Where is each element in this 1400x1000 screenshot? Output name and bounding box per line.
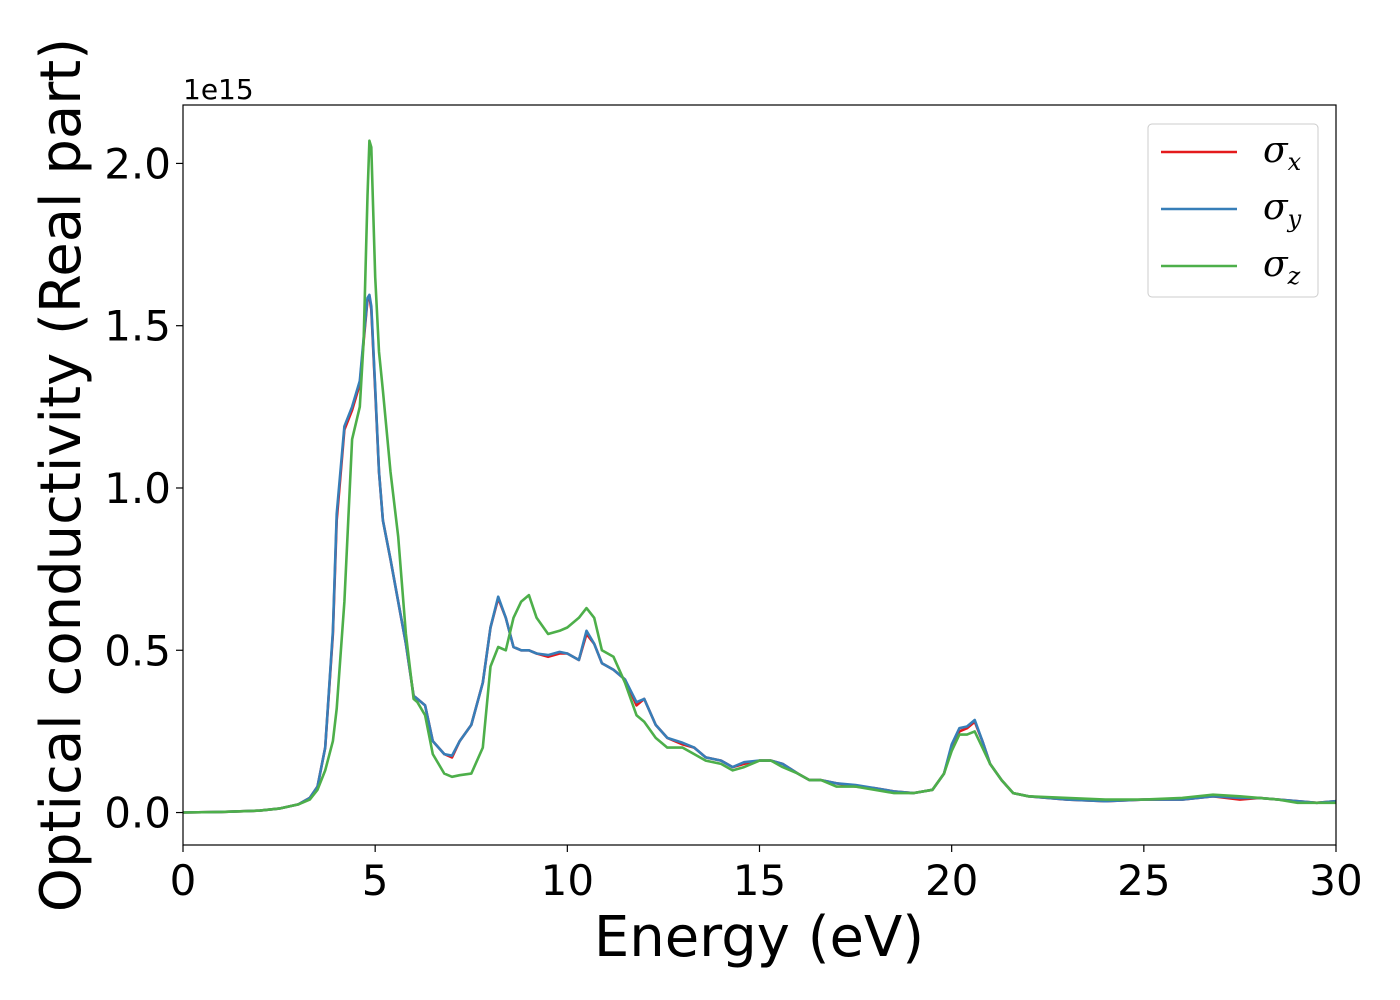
- x-axis-title: Energy (eV): [594, 905, 924, 970]
- y-tick-label: 1.5: [104, 302, 171, 351]
- legend-label-y: σy: [1263, 187, 1302, 233]
- y-tick-label: 0.5: [104, 626, 171, 675]
- x-tick-label: 30: [1309, 856, 1362, 905]
- x-tick-label: 20: [925, 856, 978, 905]
- y-offset-text: 1e15: [183, 73, 254, 106]
- x-tick-label: 15: [733, 856, 786, 905]
- legend-box: [1147, 123, 1319, 298]
- y-axis-title: Optical conductivity (Real part): [29, 38, 94, 912]
- y-tick-label: 2.0: [104, 139, 171, 188]
- x-tick-label: 10: [541, 856, 594, 905]
- legend-label-x: σx: [1263, 130, 1302, 176]
- x-tick-label: 0: [170, 856, 197, 905]
- y-tick-label: 1.0: [104, 464, 171, 513]
- series-line-z: [183, 139, 1336, 814]
- y-axis: 0.0 0.5 1.0 1.5 2.0: [104, 139, 183, 838]
- x-tick-label: 25: [1117, 856, 1170, 905]
- legend-label-z: σz: [1263, 244, 1301, 290]
- x-tick-label: 5: [362, 856, 389, 905]
- x-axis: 0 5 10 15 20 25 30: [170, 845, 1363, 905]
- y-tick-label: 0.0: [104, 789, 171, 838]
- series-layer: [183, 139, 1336, 814]
- legend: σx σy σz: [1147, 123, 1319, 298]
- series-line-y: [183, 293, 1336, 814]
- series-line-x: [183, 295, 1336, 814]
